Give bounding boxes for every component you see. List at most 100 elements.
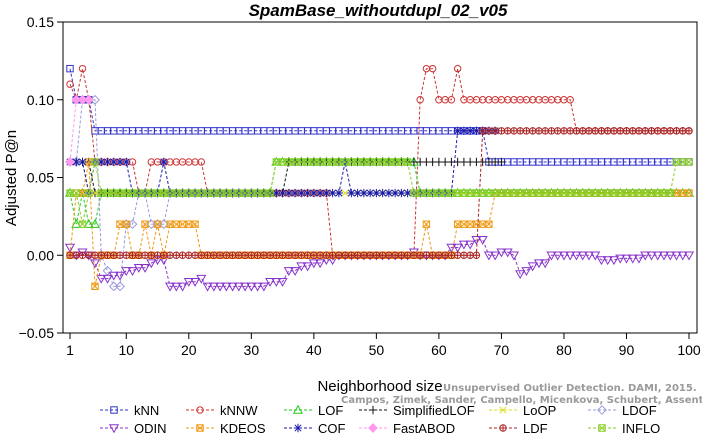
data-point: [189, 277, 201, 287]
x-tick-label: 100: [677, 342, 701, 358]
data-point: [123, 252, 130, 259]
data-point: [196, 274, 207, 284]
data-point: [604, 127, 611, 135]
data-point: [353, 188, 362, 198]
data-point: [78, 220, 87, 228]
data-point: [96, 274, 107, 284]
data-point: [298, 252, 305, 259]
data-point: [246, 282, 257, 292]
x-tick-label: 40: [306, 342, 322, 358]
data-point: [91, 189, 99, 197]
data-point: [615, 254, 626, 264]
data-point: [490, 251, 501, 261]
data-point: [122, 157, 131, 167]
data-point: [673, 127, 680, 135]
data-point: [473, 252, 480, 259]
data-point: [85, 189, 93, 197]
data-point: [129, 252, 136, 259]
data-point: [521, 267, 532, 277]
data-point: [685, 127, 693, 135]
data-point: [452, 243, 463, 253]
data-point: [89, 218, 101, 228]
data-point: [403, 158, 412, 166]
data-point: [273, 252, 280, 259]
data-point: [627, 254, 638, 264]
data-point: [571, 251, 582, 261]
data-point: [472, 126, 481, 136]
data-point: [523, 127, 530, 135]
data-point: [533, 259, 544, 269]
legend-label: COF: [318, 421, 346, 434]
data-point: [499, 424, 507, 432]
data-point: [285, 252, 293, 259]
data-point: [115, 157, 125, 167]
data-point: [83, 218, 94, 228]
data-point: [454, 252, 461, 259]
data-point: [341, 252, 349, 259]
data-point: [141, 220, 149, 228]
data-point: [466, 252, 474, 259]
series-fastabod: [65, 94, 94, 167]
data-point: [302, 262, 313, 272]
data-point: [397, 188, 406, 198]
data-point: [183, 277, 194, 287]
data-point: [233, 282, 244, 292]
data-point: [667, 127, 674, 135]
data-point: [240, 282, 251, 292]
data-point: [91, 158, 99, 166]
data-point: [679, 127, 686, 135]
data-point: [266, 189, 274, 197]
data-point: [416, 252, 424, 259]
data-point: [216, 252, 224, 259]
data-point: [465, 126, 475, 136]
data-point: [597, 405, 607, 415]
data-point: [127, 267, 138, 277]
data-point: [71, 218, 82, 228]
series-ldf: [66, 127, 693, 259]
data-point: [368, 423, 378, 433]
data-point: [504, 127, 511, 135]
data-point: [265, 277, 276, 287]
data-point: [334, 188, 344, 198]
data-point: [510, 127, 518, 135]
data-point: [460, 252, 468, 259]
legend-label: LDF: [523, 421, 548, 434]
data-point: [384, 188, 394, 198]
data-point: [527, 262, 538, 272]
data-point: [535, 127, 543, 135]
data-point: [335, 252, 343, 259]
data-point: [191, 220, 199, 228]
data-point: [499, 406, 507, 414]
data-point: [341, 189, 349, 197]
data-point: [78, 64, 87, 73]
chart-title: SpamBase_withoutdupl_02_v05: [249, 1, 508, 20]
data-point: [296, 262, 307, 272]
data-point: [64, 243, 76, 253]
data-point: [121, 267, 132, 277]
data-point: [210, 252, 218, 259]
data-point: [315, 188, 325, 198]
data-point: [516, 127, 524, 135]
data-point: [666, 189, 674, 197]
data-point: [297, 188, 306, 198]
legend-label: LDOF: [622, 403, 657, 418]
data-point: [497, 157, 506, 167]
data-point: [85, 252, 92, 259]
data-point: [403, 188, 412, 198]
data-point: [227, 282, 238, 292]
data-point: [164, 282, 176, 292]
data-point: [416, 96, 424, 104]
data-point: [359, 188, 369, 198]
data-point: [446, 243, 457, 253]
data-point: [453, 64, 462, 73]
data-point: [115, 281, 125, 292]
data-point: [683, 251, 695, 261]
data-point: [284, 188, 294, 198]
data-point: [471, 236, 482, 245]
data-point: [567, 127, 574, 135]
data-point: [109, 157, 118, 167]
data-point: [546, 251, 557, 261]
data-point: [66, 252, 74, 259]
legend-label: LOF: [318, 403, 343, 418]
plot-frame: [62, 21, 698, 334]
